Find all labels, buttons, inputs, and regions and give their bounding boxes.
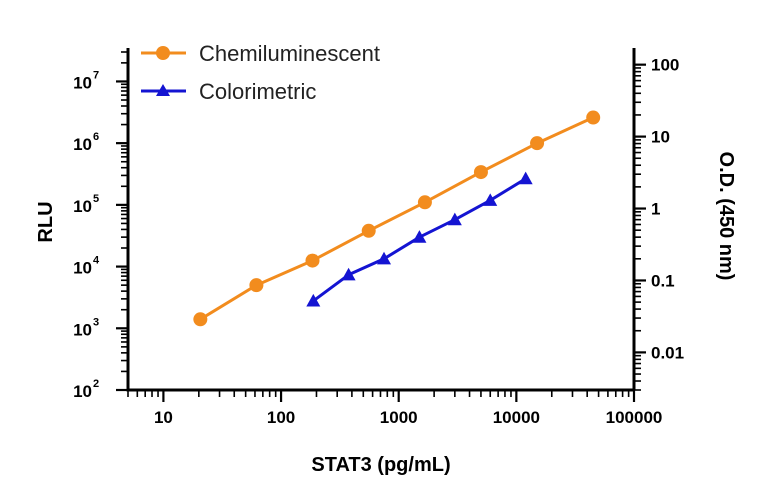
data-point-colorimetric — [377, 251, 392, 265]
y-left-tick-exponent: 3 — [93, 316, 99, 328]
y-right-tick-label: 10 — [651, 128, 670, 147]
legend-label-colorimetric: Colorimetric — [199, 79, 316, 104]
data-point-chemiluminescent — [473, 165, 488, 180]
legend: Chemiluminescent Colorimetric — [141, 41, 380, 104]
legend-marker-chemiluminescent — [156, 46, 170, 60]
legend-label-chemiluminescent: Chemiluminescent — [199, 41, 380, 66]
y-left-tick-label: 10 — [73, 73, 92, 92]
data-point-chemiluminescent — [305, 253, 320, 268]
data-point-chemiluminescent — [417, 195, 432, 210]
data-point-chemiluminescent — [249, 278, 264, 293]
y-left-tick-exponent: 7 — [93, 69, 99, 81]
legend-marker-colorimetric — [156, 84, 170, 96]
series-line-chemiluminescent — [199, 116, 594, 321]
x-tick-label: 10 — [154, 408, 173, 427]
x-tick-label: 10000 — [493, 408, 540, 427]
y-left-tick-label: 10 — [73, 382, 92, 401]
y-left-tick-exponent: 6 — [93, 131, 99, 143]
series-group — [193, 110, 601, 327]
data-point-colorimetric — [518, 171, 533, 185]
data-point-chemiluminescent — [193, 312, 208, 327]
y-left-tick-label: 10 — [73, 320, 92, 339]
x-tick-label: 1000 — [380, 408, 418, 427]
data-point-chemiluminescent — [361, 223, 376, 238]
data-point-colorimetric — [447, 212, 462, 226]
y-axis-title-right: O.D. (450 nm) — [715, 152, 737, 281]
y-left-tick-label: 10 — [73, 135, 92, 154]
y-left-tick-exponent: 4 — [93, 255, 100, 267]
y-left-tick-label: 10 — [73, 197, 92, 216]
x-tick-label: 100 — [267, 408, 295, 427]
data-point-colorimetric — [412, 230, 427, 243]
y-left-tick-exponent: 2 — [93, 378, 99, 390]
y-right-tick-label: 0.01 — [651, 343, 684, 362]
y-left-tick-exponent: 5 — [93, 193, 99, 205]
y-left-tick-label: 10 — [73, 259, 92, 278]
x-tick-label: 100000 — [606, 408, 663, 427]
y-right-tick-label: 1 — [651, 200, 660, 219]
x-axis-title: STAT3 (pg/mL) — [311, 454, 450, 476]
data-point-colorimetric — [341, 267, 356, 281]
data-point-colorimetric — [306, 293, 321, 307]
y-right-tick-label: 100 — [651, 56, 679, 75]
data-point-chemiluminescent — [530, 136, 545, 151]
y-axis-title-left: RLU — [35, 201, 57, 242]
data-point-chemiluminescent — [586, 110, 601, 125]
y-right-tick-label: 0.1 — [651, 271, 675, 290]
data-point-colorimetric — [483, 193, 498, 206]
